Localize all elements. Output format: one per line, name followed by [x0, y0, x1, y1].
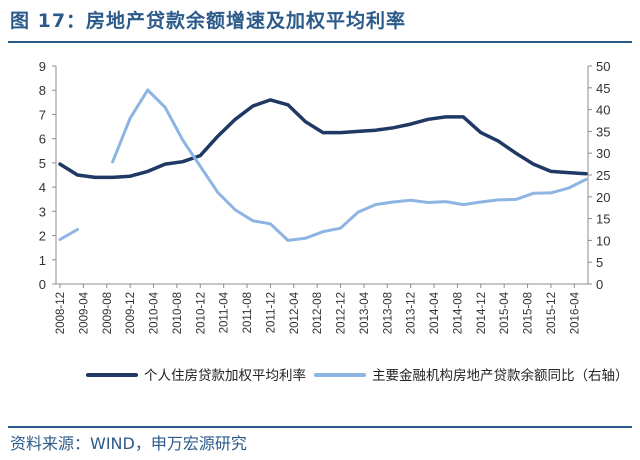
right-tick-label: 20 — [596, 190, 610, 205]
left-tick-label: 9 — [39, 59, 46, 74]
x-tick-label: 2015-04 — [499, 291, 511, 334]
left-tick-label: 4 — [39, 180, 46, 195]
right-tick-label: 25 — [596, 168, 610, 183]
x-tick-label: 2013-12 — [406, 292, 418, 334]
left-y-axis: 0 1 2 3 4 5 6 7 8 9 — [39, 59, 57, 292]
x-tick-label: 2009-12 — [125, 292, 137, 334]
legend: 个人住房贷款加权平均利率 主要金融机构房地产贷款余额同比（右轴） — [86, 367, 629, 383]
mortgage-rate-line — [58, 98, 588, 180]
left-tick-label: 0 — [39, 277, 46, 292]
right-y-axis: 0 5 10 15 20 25 30 35 40 45 50 — [587, 59, 610, 292]
left-tick-label: 8 — [39, 83, 46, 98]
loan-growth-line — [111, 88, 588, 242]
left-tick-label: 6 — [39, 132, 46, 147]
loan-growth-line — [58, 228, 79, 241]
right-tick-label: 10 — [596, 233, 610, 248]
x-tick-label: 2014-12 — [476, 292, 488, 334]
x-tick-label: 2014-08 — [452, 292, 464, 334]
x-tick-label: 2014-04 — [429, 291, 441, 334]
right-tick-label: 0 — [596, 277, 603, 292]
series-layer — [58, 88, 588, 242]
left-tick-label: 5 — [39, 156, 46, 171]
legend-label-rate: 个人住房贷款加权平均利率 — [144, 367, 306, 383]
figure-title: 图 17：房地产贷款余额增速及加权平均利率 — [10, 10, 407, 32]
x-tick-label: 2012-08 — [312, 292, 324, 334]
x-tick-label: 2011-12 — [265, 292, 277, 333]
right-tick-label: 15 — [596, 212, 610, 227]
x-tick-label: 2015-12 — [546, 292, 558, 334]
x-tick-label: 2009-08 — [102, 292, 114, 334]
x-tick-label: 2008-12 — [55, 292, 67, 334]
source-note: 资料来源：WIND，申万宏源研究 — [10, 434, 247, 453]
x-tick-label: 2013-04 — [359, 291, 371, 334]
x-tick-label: 2012-04 — [289, 291, 301, 334]
x-tick-label: 2010-12 — [195, 292, 207, 334]
x-tick-label: 2010-08 — [172, 292, 184, 334]
legend-label-growth: 主要金融机构房地产贷款余额同比（右轴） — [372, 367, 629, 383]
x-tick-label: 2013-08 — [382, 292, 394, 334]
right-tick-label: 40 — [596, 103, 610, 118]
right-tick-label: 35 — [596, 124, 610, 139]
left-tick-label: 7 — [39, 107, 46, 122]
left-tick-label: 3 — [39, 204, 46, 219]
x-axis: 2008-12 2009-04 2009-08 2009-12 2010-04 2010-… — [55, 283, 588, 334]
right-tick-label: 5 — [596, 255, 603, 270]
x-tick-label: 2010-04 — [149, 291, 161, 334]
x-tick-label: 2012-12 — [336, 292, 348, 334]
right-tick-label: 45 — [596, 81, 610, 96]
right-tick-label: 50 — [596, 59, 610, 74]
title-divider — [8, 41, 632, 43]
right-tick-label: 30 — [596, 146, 610, 161]
x-tick-label: 2016-04 — [569, 291, 581, 334]
left-tick-label: 1 — [39, 253, 46, 268]
x-tick-label: 2011-04 — [219, 291, 231, 333]
source-divider — [8, 426, 632, 428]
x-tick-label: 2009-04 — [78, 291, 90, 334]
left-tick-label: 2 — [39, 229, 46, 244]
x-tick-label: 2015-08 — [523, 292, 535, 334]
x-tick-label: 2011-08 — [242, 292, 254, 333]
